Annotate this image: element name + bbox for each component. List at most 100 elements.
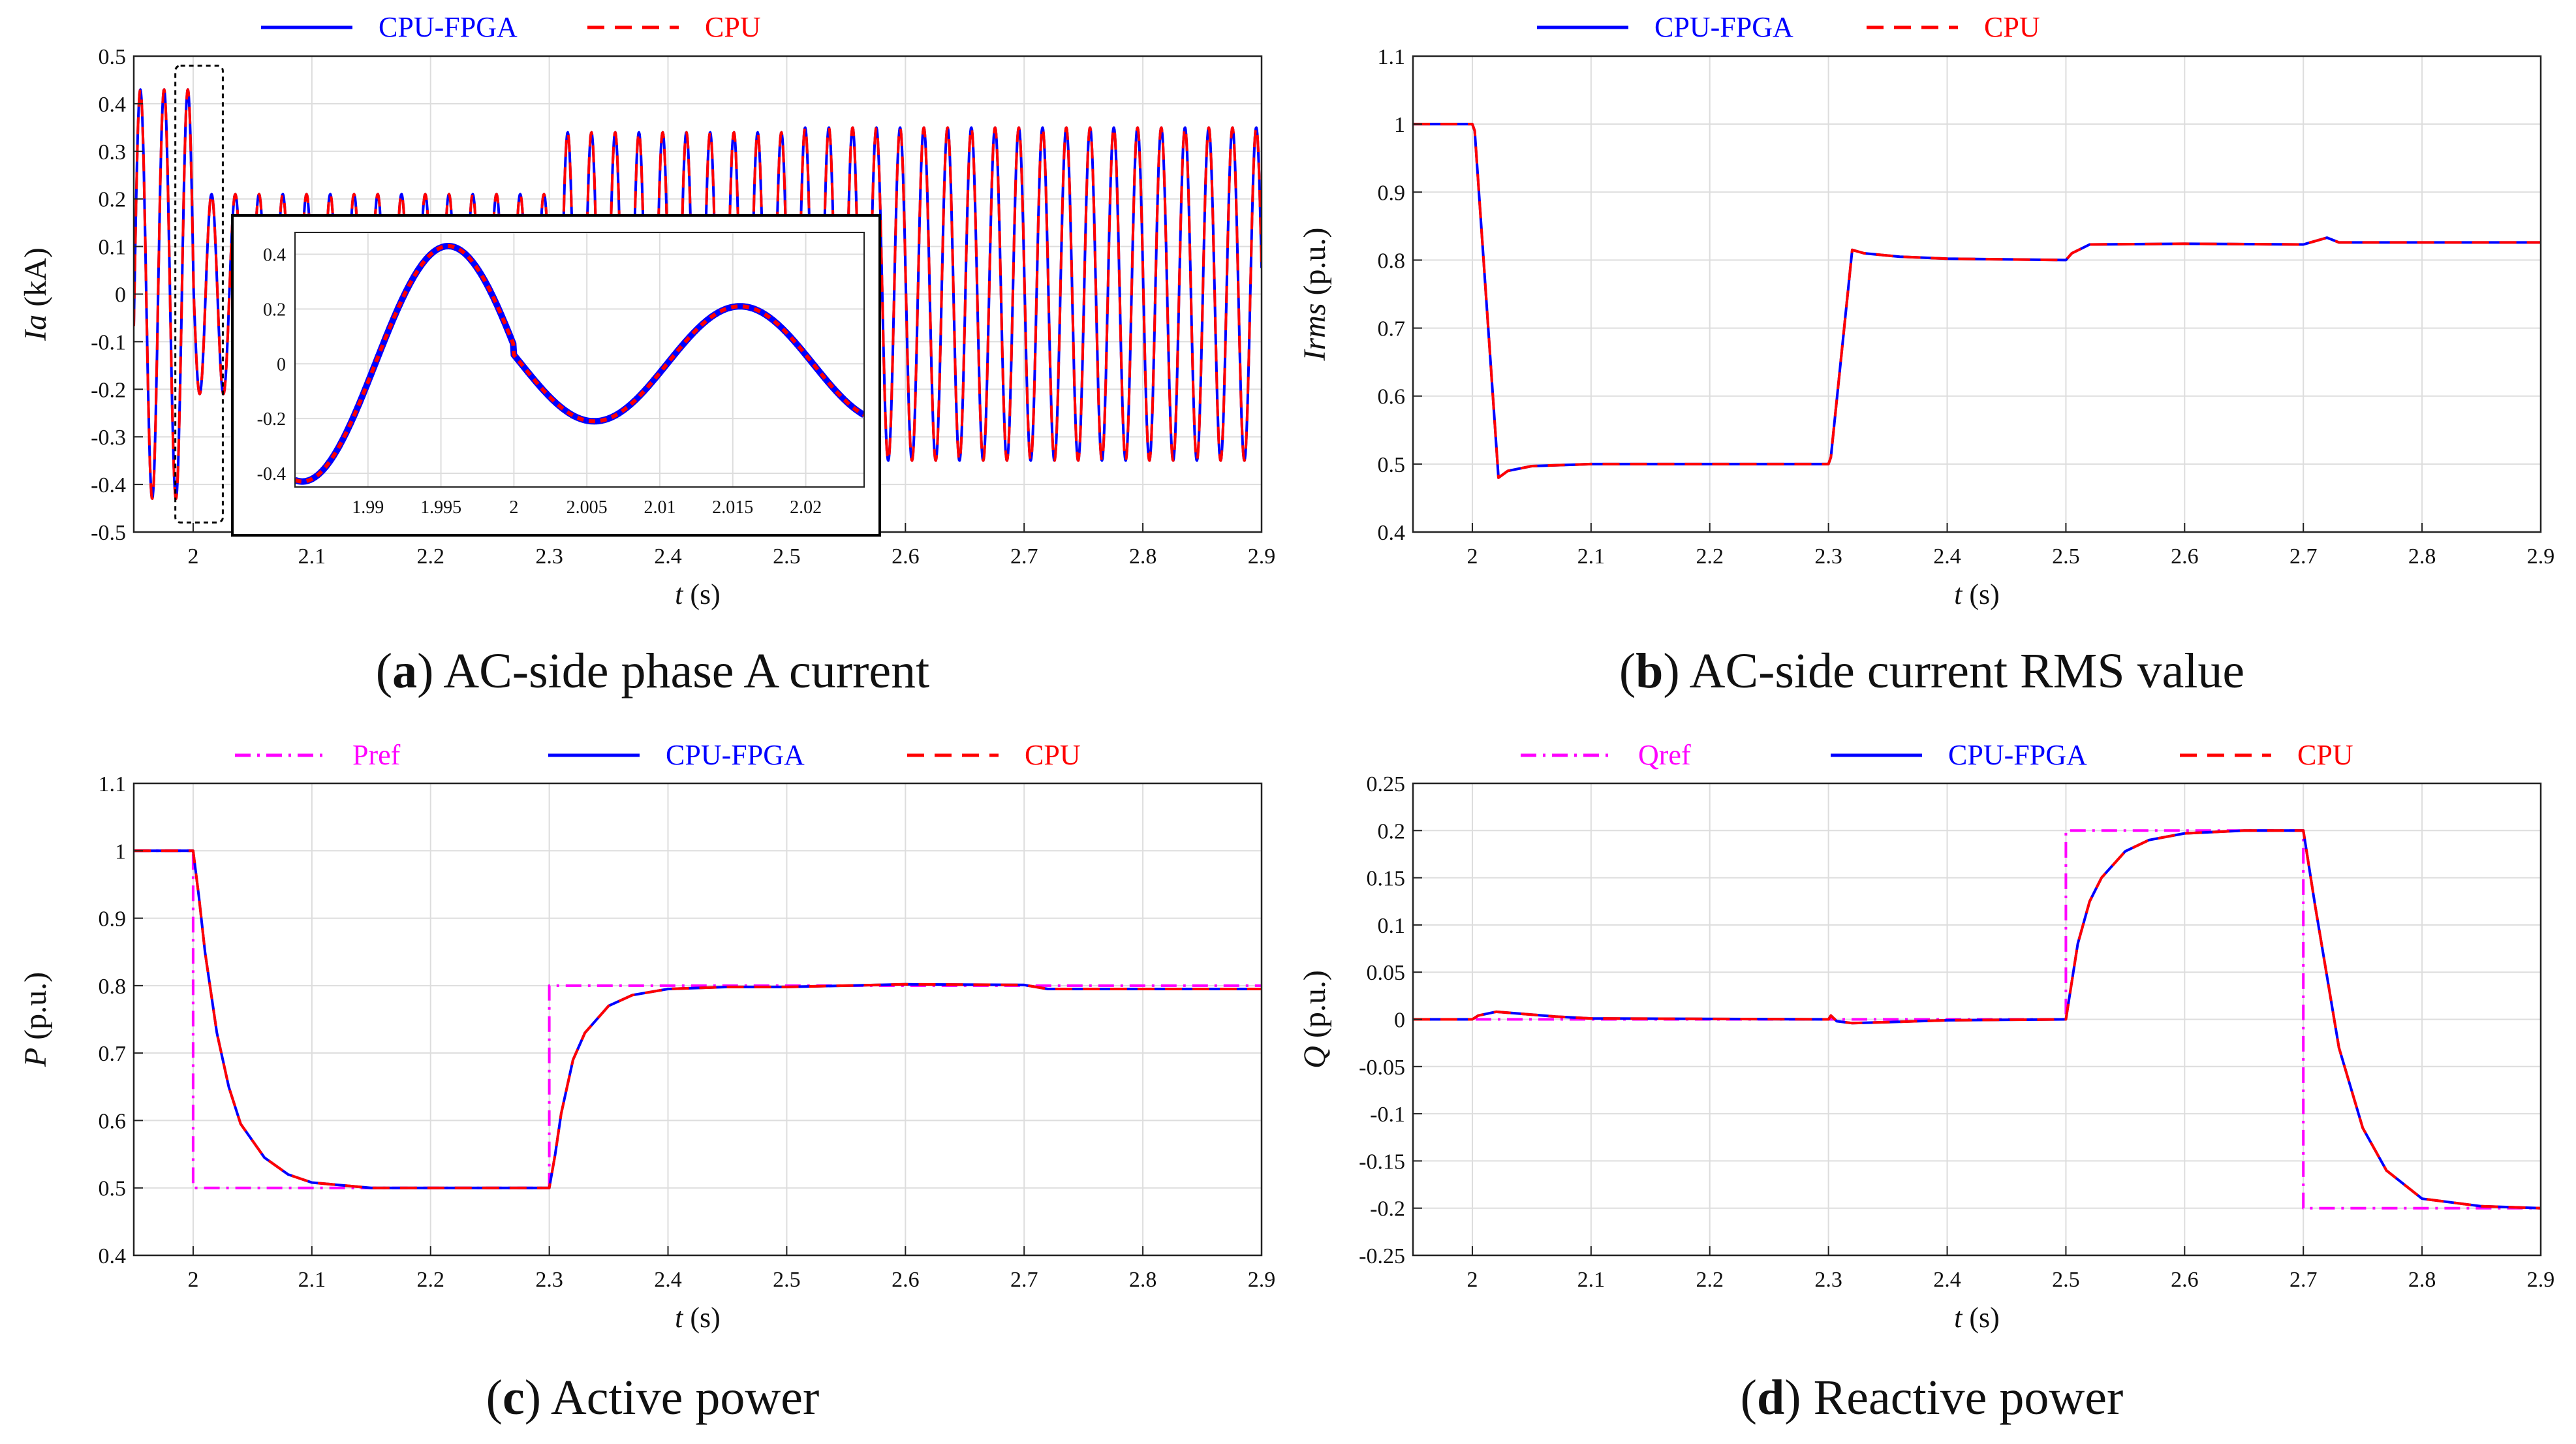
y-tick-label: 1.1 <box>99 772 127 796</box>
x-tick-label: 2.1 <box>298 544 326 569</box>
caption-c-text: Active power <box>550 1370 820 1425</box>
inset-series <box>295 243 864 485</box>
y-tick-label: 0.5 <box>99 45 127 69</box>
x-tick-label: 2.5 <box>773 1268 801 1292</box>
inset-x-tick-label: 2.015 <box>712 497 753 518</box>
inset-x-tick-label: 1.99 <box>352 497 384 518</box>
y-tick-label: 0.3 <box>99 140 127 165</box>
x-tick-label: 2.4 <box>654 1268 682 1292</box>
y-tick-label: 0.05 <box>1367 961 1406 985</box>
legend-label-cpu-fpga: CPU-FPGA <box>1654 11 1793 43</box>
y-axis-label-var: Ia <box>18 315 53 341</box>
x-axis-label-var: t <box>1954 578 1963 610</box>
y-tick-label: 0.6 <box>99 1109 127 1133</box>
x-tick-label: 2.6 <box>892 1268 920 1292</box>
inset-x-tick-label: 2.01 <box>644 497 675 518</box>
legend-label-cpu: CPU <box>1025 739 1081 771</box>
x-tick-label: 2.8 <box>1129 1268 1157 1292</box>
y-tick-label: 0 <box>115 283 126 307</box>
x-tick-label: 2.7 <box>2289 544 2318 569</box>
series-group <box>134 849 1262 1189</box>
legend-label-cpu-fpga: CPU-FPGA <box>379 11 518 43</box>
caption-a-text: AC-side phase A current <box>443 644 930 698</box>
y-tick-label: -0.05 <box>1359 1056 1405 1080</box>
plot-area <box>134 783 1262 1255</box>
legend-label-cpu: CPU <box>2297 739 2353 771</box>
caption-d-text: Reactive power <box>1813 1370 2124 1425</box>
caption-b-letter: b <box>1636 644 1664 698</box>
x-tick-label: 2.4 <box>1933 1268 1961 1292</box>
chart-d: 2 2.1 2.2 2.3 2.4 2.5 2.6 2.7 2.8 2.9 -0.25 -0.2 -0.… <box>1297 739 2554 1334</box>
caption-c-letter: c <box>502 1370 525 1425</box>
y-axis-label-var: Irms <box>1297 303 1332 361</box>
y-tick-label: 0.1 <box>99 236 127 260</box>
zoom-region-box <box>174 65 224 524</box>
x-tick-label: 2.1 <box>298 1268 326 1292</box>
y-tick-label: 0.5 <box>99 1177 127 1201</box>
legend-label-cpu-fpga: CPU-FPGA <box>666 739 805 771</box>
legend: CPU-FPGA CPU <box>261 11 761 43</box>
y-axis-label-unit: (p.u.) <box>18 972 53 1048</box>
y-tick-label: 0.7 <box>1378 317 1406 341</box>
legend-label-pref: Pref <box>352 739 401 771</box>
y-axis-label-unit: (p.u.) <box>1297 970 1332 1046</box>
y-tick-label: 0.2 <box>99 188 127 212</box>
inset-axes-frame <box>294 232 865 488</box>
series-line-cpu <box>134 849 1262 1189</box>
y-axis-label: Irms (p.u.) <box>1297 228 1332 362</box>
x-tick-label: 2.7 <box>1010 1268 1038 1292</box>
y-tick-label: -0.15 <box>1359 1150 1405 1174</box>
x-tick-label: 2 <box>187 1268 198 1292</box>
x-tick-label: 2.2 <box>416 544 444 569</box>
y-tick-label: -0.3 <box>91 426 126 450</box>
x-tick-label: 2.6 <box>892 544 920 569</box>
legend: Pref CPU-FPGA CPU <box>235 739 1081 771</box>
x-axis-label-unit: (s) <box>683 1302 720 1334</box>
y-axis-label-unit: (kA) <box>18 247 53 315</box>
y-tick-label: -0.2 <box>1370 1197 1405 1221</box>
caption-c: (c) Active power <box>486 1370 820 1425</box>
y-tick-label: 0.4 <box>99 93 127 117</box>
x-axis-label-unit: (s) <box>1962 578 1999 610</box>
x-tick-label: 2.3 <box>1814 544 1842 569</box>
inset-y-tick-label: 0.2 <box>263 300 286 320</box>
inset-x-tick-label: 1.995 <box>420 497 461 518</box>
series-line-cpu <box>1413 123 2541 479</box>
axes-frame <box>1412 55 2542 533</box>
y-tick-label: 1.1 <box>1378 45 1406 69</box>
y-tick-label: -0.1 <box>91 330 126 354</box>
x-tick-label: 2.3 <box>535 544 563 569</box>
x-axis-label-var: t <box>675 1302 684 1334</box>
x-tick-label: 2 <box>1466 544 1478 569</box>
y-tick-label: 1 <box>1394 113 1405 137</box>
y-tick-label: 0.9 <box>1378 181 1406 205</box>
x-tick-label: 2.6 <box>2171 1268 2199 1292</box>
y-tick-label: 0.4 <box>1378 521 1406 545</box>
x-tick-label: 2.3 <box>1814 1268 1842 1292</box>
series-group <box>1413 123 2541 479</box>
caption-a: (a) AC-side phase A current <box>375 644 930 698</box>
x-tick-label: 2.1 <box>1577 1268 1606 1292</box>
y-tick-label: 0.6 <box>1378 385 1406 409</box>
inset-y-tick-label: 0 <box>277 354 286 375</box>
caption-d-letter: d <box>1756 1370 1785 1425</box>
y-tick-label: 0.15 <box>1367 867 1406 891</box>
y-tick-label: -0.25 <box>1359 1244 1405 1268</box>
x-tick-label: 2.5 <box>773 544 801 569</box>
x-tick-label: 2.5 <box>2052 544 2080 569</box>
x-tick-label: 2.5 <box>2052 1268 2080 1292</box>
legend-label-cpu: CPU <box>1984 11 2040 43</box>
x-tick-label: 2.9 <box>1248 1268 1276 1292</box>
legend: CPU-FPGA CPU <box>1537 11 2040 43</box>
x-axis-label: t (s) <box>1954 578 2000 610</box>
y-tick-label: 0 <box>1394 1009 1405 1033</box>
legend-label-qref: Qref <box>1638 739 1691 771</box>
x-axis-label: t (s) <box>675 578 721 610</box>
y-tick-label: 0.1 <box>1378 914 1406 938</box>
y-tick-label: -0.4 <box>91 473 126 497</box>
x-tick-label: 2.7 <box>1010 544 1038 569</box>
x-tick-label: 2.2 <box>1696 1268 1724 1292</box>
y-axis-label: Q (p.u.) <box>1297 970 1332 1069</box>
y-tick-label: -0.5 <box>91 521 126 545</box>
